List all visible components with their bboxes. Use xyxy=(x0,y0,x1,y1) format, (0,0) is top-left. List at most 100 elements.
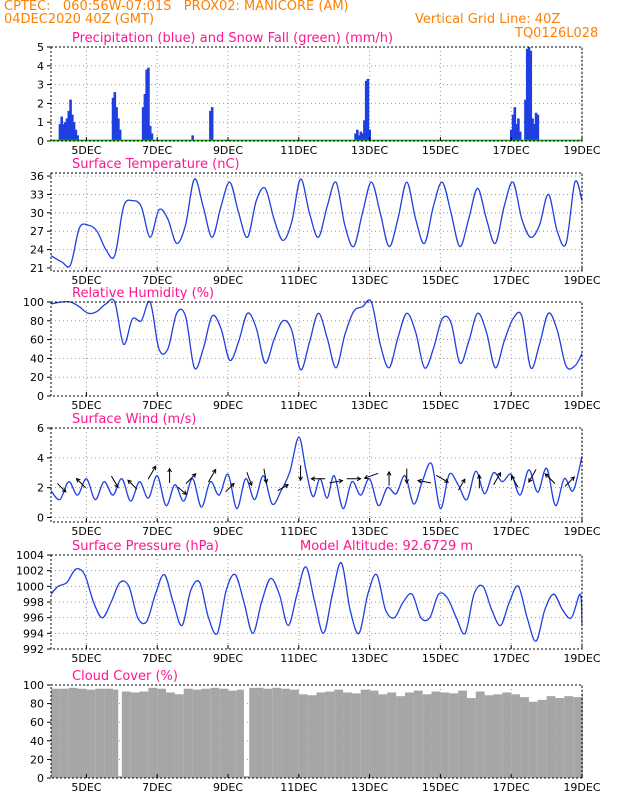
y-tick-label: 5 xyxy=(37,41,44,54)
wind-arrow-head xyxy=(461,478,466,484)
x-tick-label: 7DEC xyxy=(142,781,172,794)
y-tick-label: 1002 xyxy=(16,565,44,578)
precip-bar xyxy=(62,124,65,141)
wind-arrow xyxy=(167,467,172,483)
x-tick-label: 11DEC xyxy=(280,399,317,412)
wind-arrow xyxy=(147,465,157,480)
wind-arrow-shaft xyxy=(263,468,267,483)
cloud-bar xyxy=(68,687,78,778)
x-tick-label: 9DEC xyxy=(213,144,243,157)
precip-bar xyxy=(527,47,531,141)
wind-arrow-head xyxy=(496,471,502,477)
x-tick-label: 13DEC xyxy=(351,652,388,665)
precip-bar xyxy=(76,135,79,141)
wind-series-line xyxy=(50,436,583,510)
cloud-bar xyxy=(351,693,361,778)
precip-bar xyxy=(118,129,122,141)
y-tick-label: 20 xyxy=(30,371,44,384)
y-tick-label: 80 xyxy=(30,698,44,711)
cloud-bar xyxy=(582,694,583,778)
y-tick-label: 2 xyxy=(37,97,44,110)
wind-arrow xyxy=(386,470,392,486)
wind-arrow-head xyxy=(386,470,392,476)
cloud-bar xyxy=(405,692,414,778)
precip-bar xyxy=(361,133,364,141)
y-tick-label: 1000 xyxy=(16,580,44,593)
x-tick-label: 19DEC xyxy=(563,399,600,412)
y-tick-label: 1 xyxy=(37,116,44,129)
wind-arrow-head xyxy=(182,490,188,496)
wind-arrow-shaft xyxy=(110,475,119,488)
cloud-bar xyxy=(118,776,122,778)
panel-frame xyxy=(50,172,583,272)
wind-arrow-head xyxy=(284,484,289,489)
temp-series-line xyxy=(50,178,583,268)
precip-bar xyxy=(534,112,538,141)
precip-bar xyxy=(356,129,359,141)
precip-bar xyxy=(518,131,522,141)
wind-arrow xyxy=(416,478,432,484)
cloud-bar xyxy=(387,692,397,778)
precip-bar xyxy=(63,122,67,141)
wind-arrow-shaft xyxy=(329,480,343,484)
y-tick-label: 33 xyxy=(30,188,44,201)
cloud-bar xyxy=(104,688,113,778)
wind-arrow-head xyxy=(444,478,450,483)
precip-bar xyxy=(111,97,115,141)
cloud-bar xyxy=(520,697,529,778)
precip-bar xyxy=(210,107,214,141)
y-tick-label: 0 xyxy=(37,512,44,525)
cloud-bar xyxy=(369,690,379,778)
wind-arrow-head xyxy=(167,467,172,473)
panel-frame xyxy=(50,427,583,523)
x-tick-label: 5DEC xyxy=(71,781,101,794)
cloud-bar xyxy=(263,688,273,778)
wind-arrow xyxy=(346,476,362,482)
y-tick-label: 0 xyxy=(37,135,44,148)
cloud-bar xyxy=(243,776,250,778)
x-tick-label: 11DEC xyxy=(280,652,317,665)
rh-series-line xyxy=(50,298,583,371)
x-tick-label: 17DEC xyxy=(493,781,530,794)
wind-arrow-shaft xyxy=(544,473,556,484)
wind-arrow-head xyxy=(114,483,119,489)
x-tick-label: 19DEC xyxy=(563,652,600,665)
precip-bar xyxy=(531,118,534,141)
panel-frame xyxy=(50,46,583,142)
panel-annotation: Model Altitude: 92.6729 m xyxy=(300,539,473,554)
cloud-bar xyxy=(174,694,184,778)
cloud-bar xyxy=(254,687,264,778)
panel-frame xyxy=(50,554,583,650)
x-tick-label: 5DEC xyxy=(71,652,101,665)
x-tick-label: 17DEC xyxy=(493,399,530,412)
cloud-bar xyxy=(378,694,388,778)
header-datetime: 04DEC2020 40Z (GMT) xyxy=(4,12,155,27)
panel-title: Cloud Cover (%) xyxy=(72,669,178,684)
wind-arrow-shaft xyxy=(57,483,67,493)
cloud-bar xyxy=(431,691,441,778)
wind-arrow-shaft xyxy=(208,469,217,483)
cloud-bar xyxy=(458,690,467,778)
cloud-bar xyxy=(528,701,538,778)
y-tick-label: 4 xyxy=(37,452,44,465)
precip-bar xyxy=(536,114,540,141)
wind-arrow xyxy=(263,468,269,484)
x-tick-label: 7DEC xyxy=(142,652,172,665)
panel-title: Surface Wind (m/s) xyxy=(72,412,196,427)
y-tick-label: 27 xyxy=(30,225,44,238)
y-tick-label: 30 xyxy=(30,207,44,220)
wind-arrow-shaft xyxy=(564,476,575,487)
y-tick-label: 0 xyxy=(37,772,44,785)
x-tick-label: 7DEC xyxy=(142,525,172,538)
x-tick-label: 13DEC xyxy=(351,525,388,538)
header-run-id: TQ0126L028 xyxy=(515,26,599,41)
wind-arrow-head xyxy=(61,487,67,493)
x-tick-label: 15DEC xyxy=(422,144,459,157)
cloud-bar xyxy=(413,690,423,778)
precip-bar xyxy=(511,114,515,141)
panel-precip: Precipitation (blue) and Snow Fall (gree… xyxy=(37,31,601,157)
header-station: CPTEC: 060:56W-07:01S PROX02: MANICORE (… xyxy=(4,0,349,14)
x-tick-label: 5DEC xyxy=(71,144,101,157)
x-tick-label: 5DEC xyxy=(71,274,101,287)
wind-arrow-head xyxy=(544,473,550,478)
